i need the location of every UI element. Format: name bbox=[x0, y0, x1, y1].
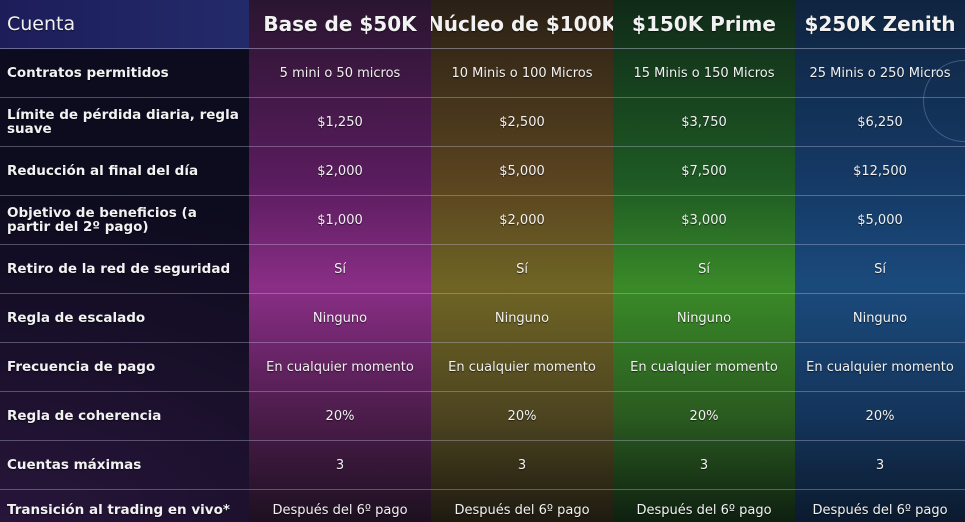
table-cell: 3 bbox=[613, 441, 795, 490]
row-label: Reducción al final del día bbox=[0, 147, 249, 196]
table-cell: $2,500 bbox=[431, 98, 613, 147]
table-cell: 3 bbox=[795, 441, 965, 490]
table-cell: $2,000 bbox=[431, 196, 613, 245]
row-label: Objetivo de beneficios (a partir del 2º … bbox=[0, 196, 249, 245]
plan-nucleo-column-background bbox=[431, 0, 613, 522]
table-cell: 20% bbox=[249, 392, 431, 441]
plan-header-zenith: $250K Zenith bbox=[795, 0, 965, 49]
row-label: Regla de escalado bbox=[0, 294, 249, 343]
table-cell: En cualquier momento bbox=[249, 343, 431, 392]
table-cell: Después del 6º pago bbox=[636, 503, 772, 518]
table-cell: 5 mini o 50 micros bbox=[249, 49, 431, 98]
row-label: Límite de pérdida diaria, regla suave bbox=[0, 98, 249, 147]
table-cell: $3,000 bbox=[613, 196, 795, 245]
table-cell: Ninguno bbox=[249, 294, 431, 343]
table-cell: Ninguno bbox=[613, 294, 795, 343]
row-label: Transición al trading en vivo* bbox=[7, 502, 230, 518]
plan-prime-column-background bbox=[613, 0, 795, 522]
row-label: Regla de coherencia bbox=[0, 392, 249, 441]
table-cell: $5,000 bbox=[431, 147, 613, 196]
table-cell: $2,000 bbox=[249, 147, 431, 196]
table-cell: $6,250 bbox=[795, 98, 965, 147]
row-label: Cuentas máximas bbox=[0, 441, 249, 490]
plan-header-nucleo: Núcleo de $100K bbox=[431, 0, 613, 49]
table-cell: 15 Minis o 150 Micros bbox=[613, 49, 795, 98]
table-cell: Después del 6º pago bbox=[272, 503, 408, 518]
table-cell: $5,000 bbox=[795, 196, 965, 245]
table-cell: Sí bbox=[613, 245, 795, 294]
table-cell: Ninguno bbox=[795, 294, 965, 343]
account-header: Cuenta bbox=[0, 0, 249, 49]
row-label: Contratos permitidos bbox=[0, 49, 249, 98]
table-cell: 20% bbox=[431, 392, 613, 441]
table-cell: 3 bbox=[249, 441, 431, 490]
table-cell: Ninguno bbox=[431, 294, 613, 343]
table-cell: 20% bbox=[795, 392, 965, 441]
table-cell: $1,250 bbox=[249, 98, 431, 147]
table-cell: $7,500 bbox=[613, 147, 795, 196]
table-cell: Después del 6º pago bbox=[454, 503, 590, 518]
plan-base-column-background bbox=[249, 0, 431, 522]
table-cell: Sí bbox=[249, 245, 431, 294]
table-cell: 3 bbox=[431, 441, 613, 490]
table-cell: 20% bbox=[613, 392, 795, 441]
table-cell: Sí bbox=[795, 245, 965, 294]
table-cell: En cualquier momento bbox=[795, 343, 965, 392]
table-cell: Después del 6º pago bbox=[812, 503, 948, 518]
row-label: Retiro de la red de seguridad bbox=[0, 245, 249, 294]
table-cell: 10 Minis o 100 Micros bbox=[431, 49, 613, 98]
table-cell: En cualquier momento bbox=[613, 343, 795, 392]
table-cell: $3,750 bbox=[613, 98, 795, 147]
table-cell: Sí bbox=[431, 245, 613, 294]
table-cell: 25 Minis o 250 Micros bbox=[795, 49, 965, 98]
table-cell: En cualquier momento bbox=[431, 343, 613, 392]
row-label: Frecuencia de pago bbox=[0, 343, 249, 392]
table-cell: $1,000 bbox=[249, 196, 431, 245]
plan-header-prime: $150K Prime bbox=[613, 0, 795, 49]
table-cell: $12,500 bbox=[795, 147, 965, 196]
plan-header-base: Base de $50K bbox=[249, 0, 431, 49]
